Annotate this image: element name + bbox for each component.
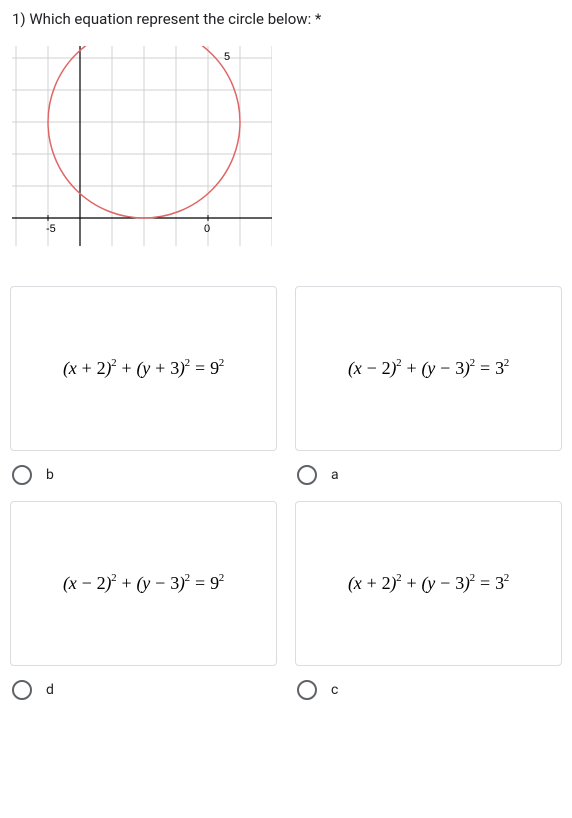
- radio-label: d: [46, 682, 54, 698]
- radio-label: a: [331, 467, 339, 483]
- equation-box: (x + 2)2 + (y + 3)2 = 92: [10, 286, 277, 451]
- question-text: 1) Which equation represent the circle b…: [0, 0, 572, 46]
- radio-circle-icon[interactable]: [297, 680, 317, 700]
- radio-row[interactable]: a: [295, 451, 562, 491]
- equation-box: (x + 2)2 + (y − 3)2 = 32: [295, 501, 562, 666]
- equation-text: (x − 2)2 + (y − 3)2 = 32: [348, 358, 509, 379]
- radio-row[interactable]: c: [295, 666, 562, 706]
- equation-text: (x + 2)2 + (y − 3)2 = 32: [348, 573, 509, 594]
- radio-label: c: [331, 682, 338, 698]
- option-card-c: (x + 2)2 + (y − 3)2 = 32 c: [295, 501, 562, 706]
- option-card-a: (x − 2)2 + (y − 3)2 = 32 a: [295, 286, 562, 491]
- equation-box: (x − 2)2 + (y − 3)2 = 32: [295, 286, 562, 451]
- circle-graph: -5 0 5: [12, 46, 272, 246]
- axis-label-neg5: -5: [46, 223, 56, 235]
- graph-container: -5 0 5: [12, 46, 572, 246]
- radio-circle-icon[interactable]: [12, 465, 32, 485]
- axis-label-zero: 0: [204, 223, 210, 235]
- equation-text: (x + 2)2 + (y + 3)2 = 92: [63, 358, 224, 379]
- equation-box: (x − 2)2 + (y − 3)2 = 92: [10, 501, 277, 666]
- equation-text: (x − 2)2 + (y − 3)2 = 92: [63, 573, 224, 594]
- radio-label: b: [46, 467, 54, 483]
- radio-circle-icon[interactable]: [297, 465, 317, 485]
- radio-row[interactable]: b: [10, 451, 277, 491]
- radio-row[interactable]: d: [10, 666, 277, 706]
- axis-label-five: 5: [224, 51, 230, 63]
- option-card-b: (x + 2)2 + (y + 3)2 = 92 b: [10, 286, 277, 491]
- radio-circle-icon[interactable]: [12, 680, 32, 700]
- options-grid: (x + 2)2 + (y + 3)2 = 92 b (x − 2)2 + (y…: [0, 286, 572, 706]
- option-card-d: (x − 2)2 + (y − 3)2 = 92 d: [10, 501, 277, 706]
